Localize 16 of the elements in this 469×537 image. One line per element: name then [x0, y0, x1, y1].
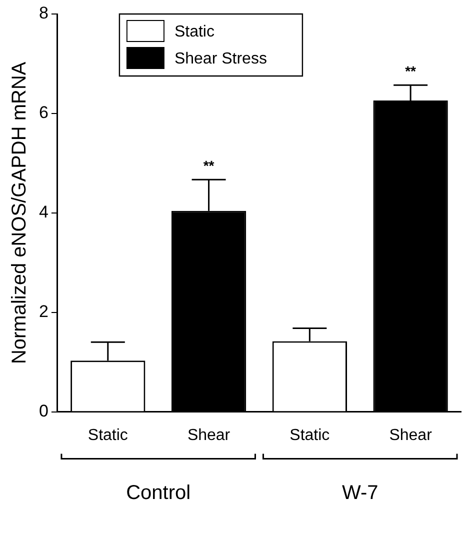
- y-tick-label: 6: [38, 103, 48, 122]
- legend-label: Shear Stress: [174, 50, 267, 68]
- y-tick-label: 8: [38, 4, 48, 23]
- legend-label: Static: [174, 23, 214, 40]
- data-label: **: [405, 62, 417, 79]
- x-tick-label: Shear: [389, 426, 433, 444]
- data-label: **: [203, 157, 215, 174]
- x-tick-label: Shear: [187, 426, 231, 444]
- y-tick-label: 2: [38, 302, 48, 322]
- text: Control: [126, 482, 191, 504]
- y-tick-label: 0: [38, 401, 48, 420]
- x-tick-label: Static: [290, 426, 330, 444]
- text: W-7: [342, 482, 378, 504]
- x-tick-label: Static: [88, 426, 128, 444]
- y-tick-label: 4: [38, 202, 48, 222]
- y-axis-title: Normalized eNOS/GAPDH mRNA: [8, 61, 31, 364]
